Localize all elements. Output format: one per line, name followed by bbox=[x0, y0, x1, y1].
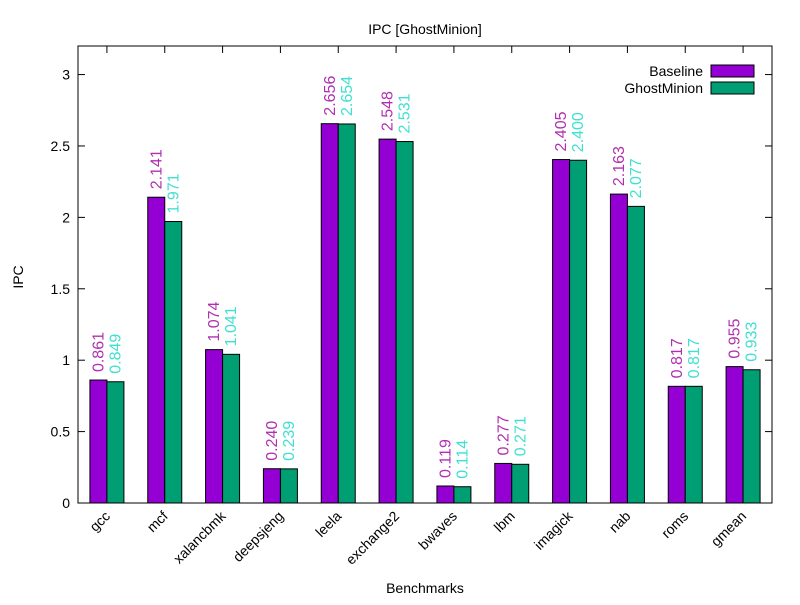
data-label-baseline-mcf: 2.141 bbox=[148, 149, 165, 189]
legend-swatch-baseline bbox=[710, 64, 755, 78]
data-label-ghostminion-roms: 0.817 bbox=[686, 338, 703, 378]
x-tick-label-lbm: lbm bbox=[491, 508, 518, 535]
bar-ghostminion-lbm bbox=[511, 463, 530, 504]
bar-baseline-mcf bbox=[147, 196, 166, 504]
bar-ghostminion-mcf bbox=[164, 221, 183, 504]
data-label-ghostminion-xalancbmk: 1.041 bbox=[223, 306, 240, 346]
data-label-ghostminion-gcc: 0.849 bbox=[107, 334, 124, 374]
data-label-ghostminion-nab: 2.077 bbox=[628, 158, 645, 198]
data-label-ghostminion-mcf: 1.971 bbox=[165, 173, 182, 213]
x-tick-label-deepsjeng: deepsjeng bbox=[230, 508, 287, 565]
bar-baseline-lbm bbox=[494, 462, 513, 504]
plot-border bbox=[77, 45, 773, 504]
data-label-baseline-xalancbmk: 1.074 bbox=[206, 301, 223, 341]
x-tick-label-nab: nab bbox=[606, 508, 634, 536]
bar-baseline-exchange2 bbox=[378, 138, 397, 504]
bar-baseline-leela bbox=[320, 123, 339, 504]
x-tick-label-bwaves: bwaves bbox=[415, 508, 460, 553]
x-tick-label-exchange2: exchange2 bbox=[342, 508, 402, 568]
legend-label-ghostminion: GhostMinion bbox=[624, 80, 703, 96]
bar-baseline-xalancbmk bbox=[205, 349, 224, 504]
bar-baseline-imagick bbox=[552, 159, 571, 504]
x-tick-label-leela: leela bbox=[312, 508, 344, 540]
y-tick-label: 0 bbox=[62, 495, 70, 511]
data-label-ghostminion-imagick: 2.400 bbox=[570, 112, 587, 152]
data-label-baseline-gcc: 0.861 bbox=[90, 332, 107, 372]
data-label-baseline-deepsjeng: 0.240 bbox=[264, 421, 281, 461]
y-tick-label: 2 bbox=[62, 209, 70, 225]
data-label-ghostminion-deepsjeng: 0.239 bbox=[281, 421, 298, 461]
bar-ghostminion-gcc bbox=[106, 381, 125, 504]
data-label-baseline-bwaves: 0.119 bbox=[437, 439, 454, 478]
bar-ghostminion-imagick bbox=[569, 159, 588, 504]
x-tick-label-xalancbmk: xalancbmk bbox=[170, 507, 229, 566]
x-tick-label-gmean: gmean bbox=[708, 508, 750, 550]
x-tick-label-imagick: imagick bbox=[531, 507, 577, 553]
bar-baseline-bwaves bbox=[436, 485, 455, 504]
data-label-baseline-imagick: 2.405 bbox=[553, 111, 570, 151]
x-tick-label-mcf: mcf bbox=[144, 508, 171, 535]
bar-baseline-nab bbox=[609, 193, 628, 504]
chart-title: IPC [GhostMinion] bbox=[368, 21, 482, 37]
legend-label-baseline: Baseline bbox=[649, 63, 703, 79]
bar-ghostminion-nab bbox=[626, 205, 645, 504]
data-label-ghostminion-lbm: 0.271 bbox=[512, 416, 529, 456]
data-label-baseline-leela: 2.656 bbox=[322, 76, 339, 116]
bar-ghostminion-bwaves bbox=[453, 486, 472, 504]
x-axis-label: Benchmarks bbox=[386, 580, 464, 596]
y-axis-label: IPC bbox=[10, 265, 26, 288]
data-label-ghostminion-gmean: 0.933 bbox=[744, 322, 761, 362]
data-label-baseline-exchange2: 2.548 bbox=[380, 91, 397, 131]
y-tick-label: 3 bbox=[62, 67, 70, 83]
bar-ghostminion-xalancbmk bbox=[222, 353, 241, 504]
x-tick-label-roms: roms bbox=[658, 508, 691, 541]
data-label-ghostminion-exchange2: 2.531 bbox=[397, 93, 414, 133]
data-label-baseline-lbm: 0.277 bbox=[495, 415, 512, 455]
y-tick-label: 2.5 bbox=[51, 138, 71, 154]
bar-ghostminion-exchange2 bbox=[395, 141, 414, 504]
bar-baseline-gcc bbox=[89, 379, 108, 504]
bar-ghostminion-deepsjeng bbox=[279, 468, 298, 504]
bar-baseline-deepsjeng bbox=[262, 468, 281, 504]
y-tick-label: 0.5 bbox=[51, 424, 71, 440]
data-label-baseline-gmean: 0.955 bbox=[727, 318, 744, 358]
y-tick-label: 1.5 bbox=[51, 281, 71, 297]
data-label-ghostminion-leela: 2.654 bbox=[339, 76, 356, 116]
data-label-ghostminion-bwaves: 0.114 bbox=[454, 440, 471, 479]
x-tick-label-gcc: gcc bbox=[86, 508, 113, 535]
data-label-baseline-nab: 2.163 bbox=[611, 146, 628, 186]
bar-ghostminion-gmean bbox=[742, 369, 761, 504]
data-label-baseline-roms: 0.817 bbox=[669, 338, 686, 378]
bar-ghostminion-roms bbox=[684, 385, 703, 504]
legend-swatch-ghostminion bbox=[710, 81, 755, 95]
bar-baseline-gmean bbox=[725, 366, 744, 504]
y-tick-label: 1 bbox=[62, 352, 70, 368]
bar-baseline-roms bbox=[667, 385, 686, 504]
bar-ghostminion-leela bbox=[337, 123, 356, 504]
